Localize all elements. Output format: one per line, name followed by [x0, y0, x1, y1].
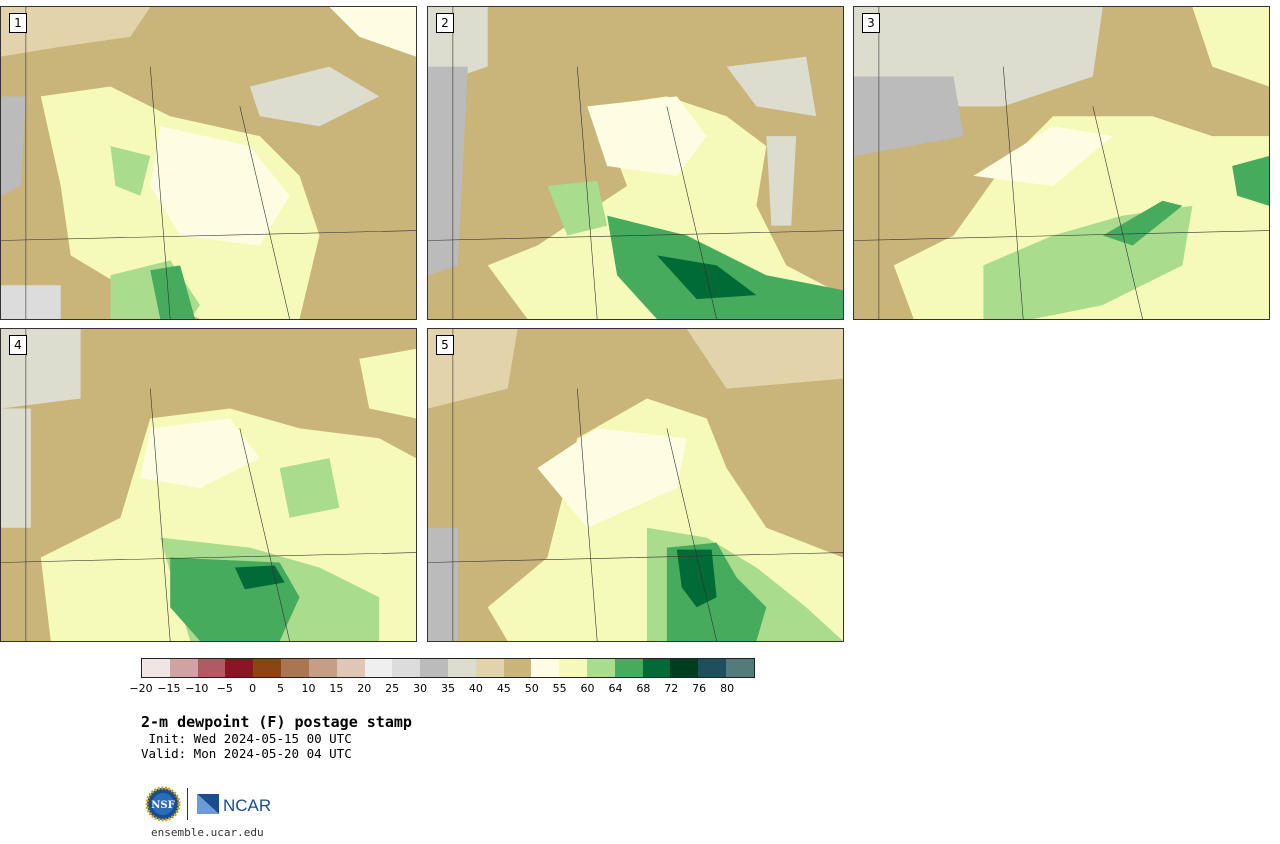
- colorbar-tick-label: 45: [496, 682, 511, 695]
- colorbar-swatch: [614, 659, 643, 677]
- colorbar-swatch: [281, 659, 309, 677]
- colorbar-swatch: [225, 659, 254, 677]
- colorbar-ticks: −20 −15 −10 −5 0 5 10 15 20 25 30 35 40 45 50 55 60 64 68 7…: [129, 682, 755, 696]
- colorbar-tick-label: −15: [157, 682, 181, 695]
- site-url: ensemble.ucar.edu: [151, 826, 264, 839]
- ncar-logo-icon: NCAR: [197, 794, 271, 815]
- colorbar-tick-label: 5: [277, 682, 285, 695]
- colorbar-swatch: [670, 659, 699, 677]
- colorbar-tick-label: −5: [216, 682, 233, 695]
- map-panel-3: 3: [853, 6, 1270, 320]
- colorbar-tick-label: 72: [664, 682, 679, 695]
- colorbar-tick-label: 10: [301, 682, 316, 695]
- nsf-logo-icon: NSF: [145, 786, 181, 822]
- colorbar-tick-label: 40: [468, 682, 483, 695]
- map-panel-2: 2: [427, 6, 844, 320]
- colorbar-swatch: [503, 659, 532, 677]
- colorbar-tick-label: 15: [329, 682, 344, 695]
- colorbar-swatch: [531, 659, 560, 677]
- colorbar-swatch: [253, 659, 282, 677]
- colorbar-tick-label: 55: [552, 682, 567, 695]
- colorbar-swatch: [447, 659, 476, 677]
- map-panel-5: 5: [427, 328, 844, 642]
- colorbar-swatch: [698, 659, 727, 677]
- valid-time: Valid: Mon 2024-05-20 04 UTC: [141, 746, 352, 761]
- colorbar-tick-label: −10: [185, 682, 209, 695]
- colorbar-swatch: [169, 659, 198, 677]
- colorbar-tick-label: −20: [129, 682, 153, 695]
- colorbar-tick-label: 20: [357, 682, 372, 695]
- map-panel-4: 4: [0, 328, 417, 642]
- colorbar-tick-label: 25: [385, 682, 400, 695]
- panel-label-3: 3: [862, 13, 880, 33]
- dewpoint-map-5: [428, 329, 843, 641]
- colorbar-swatch: [420, 659, 448, 677]
- colorbar-swatch: [336, 659, 365, 677]
- colorbar-swatch: [587, 659, 615, 677]
- chart-title: 2-m dewpoint (F) postage stamp: [141, 713, 412, 731]
- colorbar-swatch: [364, 659, 393, 677]
- ncar-logo-text: NCAR: [223, 796, 271, 815]
- colorbar-tick-label: 30: [413, 682, 428, 695]
- dewpoint-map-4: [1, 329, 416, 641]
- logos: NSF NCAR: [145, 786, 275, 822]
- colorbar-tick-label: 0: [249, 682, 257, 695]
- colorbar-swatch: [559, 659, 587, 677]
- colorbar-tick-label: 50: [524, 682, 539, 695]
- colorbar-tick-label: 68: [636, 682, 651, 695]
- colorbar-swatch: [726, 659, 754, 677]
- init-time: Init: Wed 2024-05-15 00 UTC: [141, 731, 352, 746]
- dewpoint-map-2: [428, 7, 843, 319]
- dewpoint-map-1: [1, 7, 416, 319]
- panel-label-1: 1: [9, 13, 27, 33]
- colorbar-swatch: [392, 659, 421, 677]
- colorbar-tick-label: 60: [580, 682, 595, 695]
- colorbar: [141, 658, 755, 678]
- colorbar-swatch: [308, 659, 337, 677]
- colorbar-swatch: [475, 659, 504, 677]
- map-panel-1: 1: [0, 6, 417, 320]
- colorbar-swatch: [642, 659, 671, 677]
- panel-label-2: 2: [436, 13, 454, 33]
- nsf-logo-text: NSF: [151, 800, 174, 811]
- colorbar-swatch: [197, 659, 226, 677]
- colorbar-tick-label: 80: [720, 682, 735, 695]
- colorbar-swatch: [142, 659, 170, 677]
- colorbar-tick-label: 64: [608, 682, 623, 695]
- panel-label-5: 5: [436, 335, 454, 355]
- dewpoint-map-3: [854, 7, 1269, 319]
- colorbar-tick-label: 35: [441, 682, 455, 695]
- colorbar-tick-label: 76: [692, 682, 707, 695]
- panel-label-4: 4: [9, 335, 27, 355]
- logo-divider: [187, 788, 188, 820]
